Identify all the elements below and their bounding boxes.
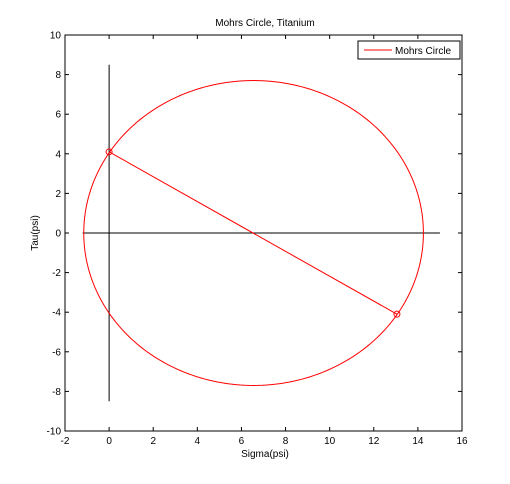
chart-title: Mohrs Circle, Titanium [215,18,314,29]
x-tick-label: -2 [61,436,70,447]
y-tick-label: -8 [52,387,61,398]
y-tick-label: 2 [55,189,61,200]
y-tick-label: -10 [47,427,62,438]
x-tick-label: 16 [456,436,468,447]
y-tick-label: -6 [52,347,61,358]
x-tick-label: 2 [150,436,156,447]
legend-entry-mohrs-circle: Mohrs Circle [395,46,452,57]
legend: Mohrs Circle [357,40,461,60]
x-tick-label: 8 [283,436,289,447]
diameter-line [108,151,398,315]
series-line-mohrs-circle [83,80,424,386]
stress-point-marker [393,310,401,318]
stress-point-marker [105,148,113,156]
y-tick-label: 4 [55,149,61,160]
legend-box [357,40,461,60]
y-tick-label: 0 [55,229,61,240]
x-tick-label: 14 [412,436,424,447]
x-tick-label: 0 [106,436,112,447]
x-tick-label: 10 [324,436,336,447]
y-tick-label: 6 [55,110,61,121]
y-tick-label: 10 [50,31,62,42]
y-tick-label: -4 [52,308,61,319]
x-axis-label: Sigma(psi) [241,449,289,460]
x-tick-label: 12 [368,436,380,447]
y-axis-label: Tau(psi) [30,215,41,251]
y-tick-label: -2 [52,268,61,279]
y-tick-label: 8 [55,70,61,81]
x-tick-label: 6 [239,436,245,447]
x-tick-label: 4 [195,436,201,447]
